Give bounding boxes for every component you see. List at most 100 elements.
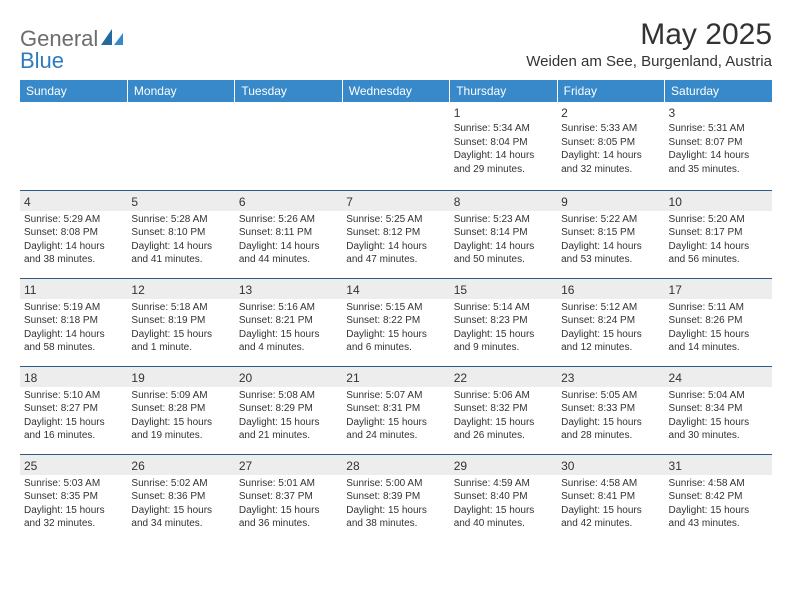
day-number: 14	[342, 279, 449, 299]
calendar-cell: 13Sunrise: 5:16 AMSunset: 8:21 PMDayligh…	[235, 278, 342, 366]
sunrise-text: Sunrise: 5:07 AM	[346, 389, 445, 403]
calendar-page: General Blue May 2025 Weiden am See, Bur…	[0, 0, 792, 542]
daylight-text: Daylight: 15 hours and 34 minutes.	[131, 504, 230, 531]
day-number: 21	[342, 367, 449, 387]
daylight-text: Daylight: 15 hours and 14 minutes.	[669, 328, 768, 355]
daylight-text: Daylight: 15 hours and 32 minutes.	[24, 504, 123, 531]
daylight-text: Daylight: 14 hours and 38 minutes.	[24, 240, 123, 267]
sunset-text: Sunset: 8:19 PM	[131, 314, 230, 328]
calendar-cell: 2 Sunrise: 5:33 AMSunset: 8:05 PMDaylight…	[557, 102, 664, 190]
sunset-text: Sunset: 8:35 PM	[24, 490, 123, 504]
weekday-header: Monday	[127, 80, 234, 102]
calendar-cell: 22Sunrise: 5:06 AMSunset: 8:32 PMDayligh…	[450, 366, 557, 454]
sunrise-text: Sunrise: 5:20 AM	[669, 213, 768, 227]
logo: General Blue	[20, 18, 126, 74]
day-number: 27	[235, 455, 342, 475]
day-details: Sunrise: 5:25 AMSunset: 8:12 PMDaylight:…	[346, 213, 445, 267]
calendar-cell: 17Sunrise: 5:11 AMSunset: 8:26 PMDayligh…	[665, 278, 772, 366]
sunset-text: Sunset: 8:23 PM	[454, 314, 553, 328]
daylight-text: Daylight: 15 hours and 38 minutes.	[346, 504, 445, 531]
sunrise-text: Sunrise: 5:09 AM	[131, 389, 230, 403]
sunset-text: Sunset: 8:41 PM	[561, 490, 660, 504]
location-subtitle: Weiden am See, Burgenland, Austria	[526, 53, 772, 70]
calendar-cell: 6Sunrise: 5:26 AMSunset: 8:11 PMDaylight…	[235, 190, 342, 278]
day-details: Sunrise: 5:33 AMSunset: 8:05 PMDaylight:…	[561, 122, 660, 176]
day-number: 8	[450, 191, 557, 211]
daylight-text: Daylight: 15 hours and 36 minutes.	[239, 504, 338, 531]
daylight-text: Daylight: 14 hours and 58 minutes.	[24, 328, 123, 355]
daylight-text: Daylight: 15 hours and 9 minutes.	[454, 328, 553, 355]
day-number: 28	[342, 455, 449, 475]
calendar-cell: 20Sunrise: 5:08 AMSunset: 8:29 PMDayligh…	[235, 366, 342, 454]
day-details: Sunrise: 5:16 AMSunset: 8:21 PMDaylight:…	[239, 301, 338, 355]
day-number: 7	[342, 191, 449, 211]
day-number: 12	[127, 279, 234, 299]
daylight-text: Daylight: 14 hours and 53 minutes.	[561, 240, 660, 267]
calendar-cell: 7Sunrise: 5:25 AMSunset: 8:12 PMDaylight…	[342, 190, 449, 278]
calendar-cell: 14Sunrise: 5:15 AMSunset: 8:22 PMDayligh…	[342, 278, 449, 366]
day-details: Sunrise: 5:20 AMSunset: 8:17 PMDaylight:…	[669, 213, 768, 267]
daylight-text: Daylight: 15 hours and 42 minutes.	[561, 504, 660, 531]
daylight-text: Daylight: 14 hours and 41 minutes.	[131, 240, 230, 267]
sunrise-text: Sunrise: 5:01 AM	[239, 477, 338, 491]
sunset-text: Sunset: 8:32 PM	[454, 402, 553, 416]
daylight-text: Daylight: 15 hours and 19 minutes.	[131, 416, 230, 443]
sunrise-text: Sunrise: 5:22 AM	[561, 213, 660, 227]
daylight-text: Daylight: 15 hours and 1 minute.	[131, 328, 230, 355]
day-number: 24	[665, 367, 772, 387]
calendar-cell: 16Sunrise: 5:12 AMSunset: 8:24 PMDayligh…	[557, 278, 664, 366]
calendar-cell: 8Sunrise: 5:23 AMSunset: 8:14 PMDaylight…	[450, 190, 557, 278]
day-number: 15	[450, 279, 557, 299]
sunrise-text: Sunrise: 5:18 AM	[131, 301, 230, 315]
sunrise-text: Sunrise: 5:12 AM	[561, 301, 660, 315]
day-number: 25	[20, 455, 127, 475]
daylight-text: Daylight: 14 hours and 44 minutes.	[239, 240, 338, 267]
day-details: Sunrise: 4:59 AMSunset: 8:40 PMDaylight:…	[454, 477, 553, 531]
daylight-text: Daylight: 14 hours and 32 minutes.	[561, 149, 660, 176]
weekday-header: Tuesday	[235, 80, 342, 102]
day-number: 23	[557, 367, 664, 387]
sunrise-text: Sunrise: 5:28 AM	[131, 213, 230, 227]
calendar-cell: 19Sunrise: 5:09 AMSunset: 8:28 PMDayligh…	[127, 366, 234, 454]
title-block: May 2025 Weiden am See, Burgenland, Aust…	[526, 18, 772, 70]
sunset-text: Sunset: 8:31 PM	[346, 402, 445, 416]
sunset-text: Sunset: 8:11 PM	[239, 226, 338, 240]
sunset-text: Sunset: 8:05 PM	[561, 136, 660, 150]
day-details: Sunrise: 5:34 AMSunset: 8:04 PMDaylight:…	[454, 122, 553, 176]
calendar-cell: 3Sunrise: 5:31 AMSunset: 8:07 PMDaylight…	[665, 102, 772, 190]
day-details: Sunrise: 5:10 AMSunset: 8:27 PMDaylight:…	[24, 389, 123, 443]
day-number: 17	[665, 279, 772, 299]
sunrise-text: Sunrise: 5:08 AM	[239, 389, 338, 403]
daylight-text: Daylight: 14 hours and 47 minutes.	[346, 240, 445, 267]
daylight-text: Daylight: 15 hours and 26 minutes.	[454, 416, 553, 443]
calendar-cell: 10Sunrise: 5:20 AMSunset: 8:17 PMDayligh…	[665, 190, 772, 278]
day-details: Sunrise: 5:31 AMSunset: 8:07 PMDaylight:…	[669, 122, 768, 176]
day-number: 6	[235, 191, 342, 211]
sunset-text: Sunset: 8:27 PM	[24, 402, 123, 416]
day-details: Sunrise: 5:26 AMSunset: 8:11 PMDaylight:…	[239, 213, 338, 267]
day-details: Sunrise: 5:04 AMSunset: 8:34 PMDaylight:…	[669, 389, 768, 443]
calendar-cell: 21 Sunrise: 5:07 AMSunset: 8:31 PMDayligh…	[342, 366, 449, 454]
calendar-weekday-header: SundayMondayTuesdayWednesdayThursdayFrid…	[20, 80, 772, 102]
day-number: 30	[557, 455, 664, 475]
day-number: 1	[454, 106, 553, 120]
day-number: 9	[557, 191, 664, 211]
daylight-text: Daylight: 15 hours and 24 minutes.	[346, 416, 445, 443]
sunrise-text: Sunrise: 5:10 AM	[24, 389, 123, 403]
day-details: Sunrise: 5:05 AMSunset: 8:33 PMDaylight:…	[561, 389, 660, 443]
day-number: 2	[561, 106, 660, 120]
logo-text: General Blue	[20, 26, 126, 74]
calendar-cell: 15Sunrise: 5:14 AMSunset: 8:23 PMDayligh…	[450, 278, 557, 366]
calendar-cell: 25Sunrise: 5:03 AMSunset: 8:35 PMDayligh…	[20, 454, 127, 542]
day-details: Sunrise: 5:15 AMSunset: 8:22 PMDaylight:…	[346, 301, 445, 355]
sunset-text: Sunset: 8:28 PM	[131, 402, 230, 416]
day-details: Sunrise: 5:14 AMSunset: 8:23 PMDaylight:…	[454, 301, 553, 355]
day-number: 31	[665, 455, 772, 475]
sunrise-text: Sunrise: 5:05 AM	[561, 389, 660, 403]
calendar-cell: 18Sunrise: 5:10 AMSunset: 8:27 PMDayligh…	[20, 366, 127, 454]
calendar-cell: 31Sunrise: 4:58 AMSunset: 8:42 PMDayligh…	[665, 454, 772, 542]
day-number: 10	[665, 191, 772, 211]
day-details: Sunrise: 5:11 AMSunset: 8:26 PMDaylight:…	[669, 301, 768, 355]
weekday-header: Sunday	[20, 80, 127, 102]
day-details: Sunrise: 5:23 AMSunset: 8:14 PMDaylight:…	[454, 213, 553, 267]
